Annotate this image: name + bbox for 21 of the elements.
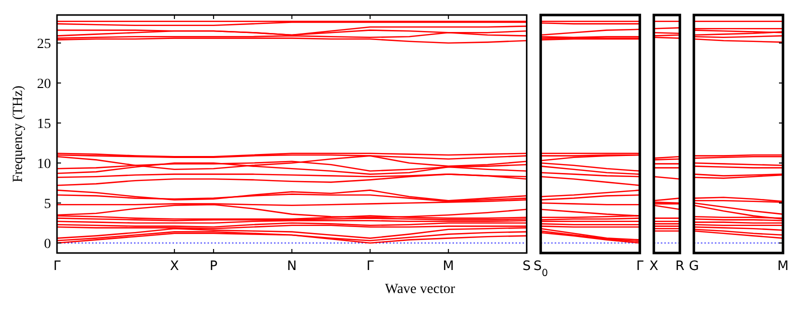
y-tick-label: 10 [37, 156, 51, 172]
y-tick-label: 5 [44, 196, 51, 212]
x-tick-label: R [675, 259, 684, 274]
x-axis-title: Wave vector [385, 282, 456, 297]
x-tick-label: G [688, 259, 699, 274]
x-tick-label: S$_{0}$ [533, 259, 548, 278]
x-tick-label: P [210, 259, 218, 274]
x-tick-label: N [286, 259, 297, 274]
x-tick-label: X [649, 259, 658, 274]
x-tick-label: M [777, 259, 789, 274]
x-tick-label: M [442, 259, 454, 274]
y-tick-label: 20 [37, 76, 51, 92]
y-tick-label: 15 [37, 116, 51, 132]
x-tick-label: X [170, 259, 179, 274]
x-tick-label: Γ [53, 259, 62, 274]
y-tick-label: 0 [44, 236, 51, 252]
x-tick-label: Γ [636, 259, 644, 274]
x-tick-label: S [522, 259, 531, 274]
y-axis-title: Frequency (THz) [11, 85, 26, 182]
y-tick-label: 25 [37, 36, 51, 52]
x-tick-label: Γ [366, 259, 374, 274]
